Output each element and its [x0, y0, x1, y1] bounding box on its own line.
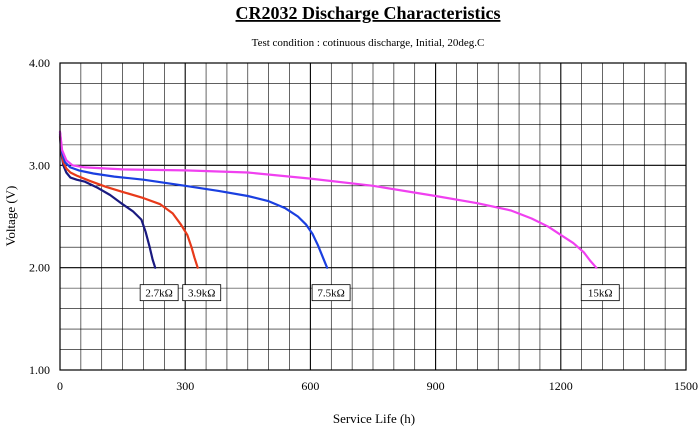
plot-area-border — [59, 62, 687, 371]
x-tick-label: 900 — [427, 379, 445, 393]
series-label-box — [182, 284, 222, 302]
y-tick-label: 2.00 — [29, 261, 50, 275]
x-tick-label: 1500 — [674, 379, 698, 393]
chart-subtitle: Test condition : cotinuous discharge, In… — [252, 37, 485, 49]
series-labels: 2.7kΩ 3.9kΩ 7.5kΩ 15kΩ — [139, 284, 620, 302]
tick-labels: 0 300 600 900 1200 1500 1.00 2.00 3.00 4.00 — [29, 56, 698, 393]
series-line-7.5kΩ — [58, 131, 329, 269]
series-line-15kΩ — [58, 130, 598, 269]
x-tick-label: 600 — [301, 379, 319, 393]
y-tick-label: 1.00 — [29, 363, 50, 377]
series-label-box — [311, 284, 351, 302]
x-tick-label: 1200 — [549, 379, 573, 393]
series-label: 7.5kΩ — [317, 288, 344, 300]
chart-title: CR2032 Discharge Characteristics — [236, 3, 501, 23]
series-label-box — [139, 284, 179, 302]
series-label: 15kΩ — [588, 288, 613, 300]
y-axis-label: Voltage (V) — [3, 186, 18, 247]
y-tick-label: 3.00 — [29, 158, 50, 172]
series-label: 2.7kΩ — [145, 288, 172, 300]
series-label: 3.9kΩ — [188, 288, 215, 300]
x-axis-label: Service Life (h) — [333, 411, 415, 426]
series-line-3.9kΩ — [58, 133, 199, 269]
series-lines — [58, 130, 598, 269]
x-tick-label: 300 — [176, 379, 194, 393]
grid — [60, 63, 686, 370]
series-line-2.7kΩ — [58, 135, 157, 269]
x-tick-label: 0 — [57, 379, 63, 393]
y-tick-label: 4.00 — [29, 56, 50, 70]
series-label-box — [580, 284, 620, 302]
